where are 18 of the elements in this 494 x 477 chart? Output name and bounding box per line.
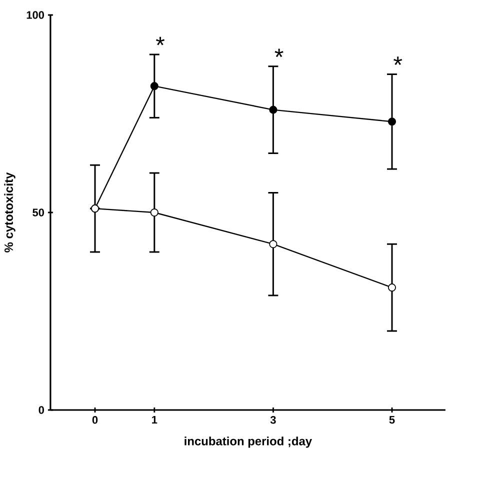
- point: [269, 106, 278, 114]
- point: [150, 208, 158, 217]
- point: [388, 118, 396, 126]
- annotation: *: [156, 36, 165, 46]
- y-tick-label: 0: [38, 406, 44, 414]
- x-axis-title: incubation period ;day: [184, 436, 312, 448]
- point: [388, 284, 396, 292]
- point: [269, 240, 278, 248]
- x-tick-label: 0: [92, 416, 98, 424]
- x-tick-label: 5: [389, 416, 395, 424]
- annotation: *: [394, 56, 402, 65]
- x-tick-label: 1: [152, 416, 158, 424]
- point: [150, 82, 158, 90]
- annotation: *: [274, 48, 284, 58]
- y-tick-label: 50: [32, 208, 44, 216]
- y-axis-title: % cytotoxicity: [4, 172, 16, 252]
- y-tick-label: 100: [26, 11, 44, 19]
- x-tick-label: 3: [270, 416, 276, 424]
